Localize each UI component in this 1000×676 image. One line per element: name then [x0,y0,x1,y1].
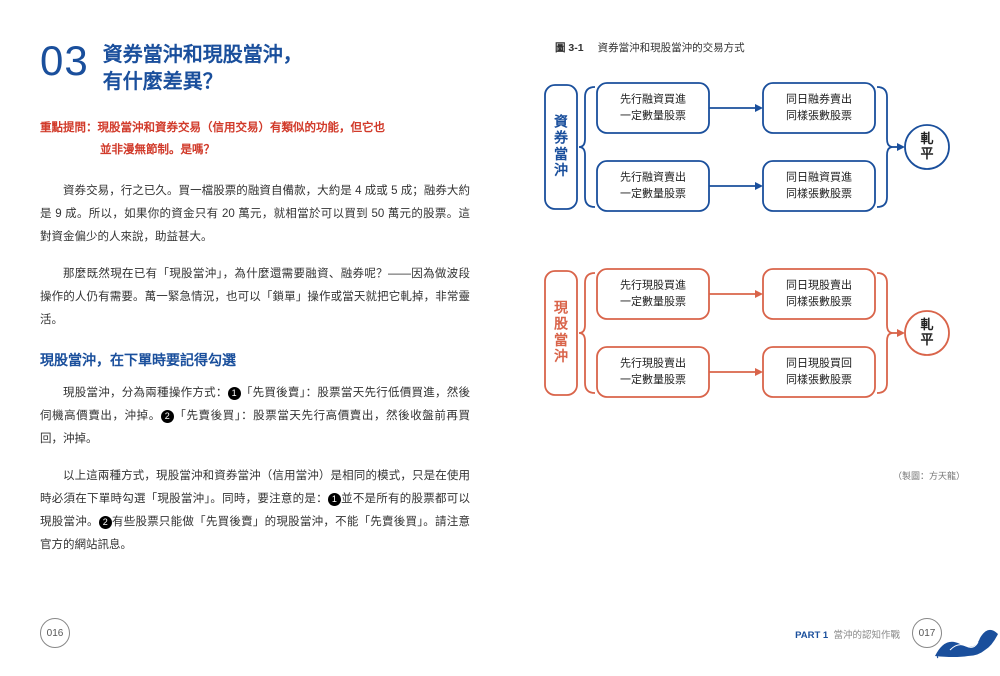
svg-text:一定數量股票: 一定數量股票 [620,186,686,200]
svg-text:當: 當 [554,146,568,162]
svg-text:沖: 沖 [554,348,568,364]
chapter-title: 資券當沖和現股當沖， 有什麼差異？ [103,40,303,96]
lead-question: 重點提問：現股當沖和資券交易（信用交易）有類似的功能，但它也 並非漫無節制。是嗎… [40,118,470,162]
figure-number: 圖 3-1 [555,42,584,54]
chapter-header: 03 資券當沖和現股當沖， 有什麼差異？ [40,40,470,96]
subheading: 現股當沖，在下單時要記得勾選 [40,350,470,370]
svg-text:軋: 軋 [920,317,933,332]
svg-text:一定數量股票: 一定數量股票 [620,108,686,122]
circled-1b: 1 [328,493,341,506]
svg-text:先行融資賣出: 先行融資賣出 [620,170,686,184]
svg-text:同日融資買進: 同日融資買進 [786,171,852,184]
chapter-number: 03 [40,40,89,82]
svg-text:一定數量股票: 一定數量股票 [620,294,686,308]
page-number-left: 016 [40,618,70,648]
svg-text:同樣張數股票: 同樣張數股票 [786,372,852,386]
page-number-value: 016 [47,628,64,639]
svg-text:券: 券 [554,130,569,146]
paragraph-1: 資券交易，行之已久。買一檔股票的融資自備款，大約是 4 成或 5 成；融券大約是… [40,180,470,249]
svg-text:同樣張數股票: 同樣張數股票 [786,108,852,122]
wave-decoration-icon [930,616,1000,666]
circled-1: 1 [228,387,241,400]
svg-text:平: 平 [920,146,933,161]
circled-2b: 2 [99,516,112,529]
figure-credit: （製圖：方天龍） [893,469,965,482]
p3a: 現股當沖，分為兩種操作方式： [63,387,228,399]
page-number-circle: 016 [40,618,70,648]
svg-text:先行現股賣出: 先行現股賣出 [620,356,686,370]
svg-text:資: 資 [554,114,568,130]
svg-text:軋: 軋 [920,131,933,146]
svg-text:當: 當 [554,332,568,348]
part-title: 當沖的認知作戰 [833,630,900,641]
svg-text:同日融券賣出: 同日融券賣出 [786,92,852,106]
svg-text:現: 現 [554,300,568,316]
svg-text:同日現股賣出: 同日現股賣出 [786,278,852,292]
lead-line-2: 並非漫無節制。是嗎？ [40,140,470,162]
part-number: PART 1 [795,630,828,641]
lead-line-1: 重點提問：現股當沖和資券交易（信用交易）有類似的功能，但它也 [40,122,385,134]
right-page: 圖 3-1 資券當沖和現股當沖的交易方式 先行融資買進一定數量股票 同日融券賣出同樣… [500,0,1000,676]
diagram-svg: 先行融資買進一定數量股票同日融券賣出同樣張數股票先行融資賣出一定數量股票同日融資… [525,65,965,455]
svg-text:先行融資買進: 先行融資買進 [620,93,686,106]
title-line-1: 資券當沖和現股當沖， [103,44,303,66]
figure-title-text: 資券當沖和現股當沖的交易方式 [598,42,745,54]
paragraph-2: 那麼既然現在已有「現股當沖」，為什麼還需要融資、融券呢？——因為做波段操作的人仍… [40,263,470,332]
svg-text:平: 平 [920,332,933,347]
page-spread: 03 資券當沖和現股當沖， 有什麼差異？ 重點提問：現股當沖和資券交易（信用交易… [0,0,1000,676]
title-line-2: 有什麼差異？ [103,71,223,93]
svg-text:一定數量股票: 一定數量股票 [620,372,686,386]
circled-2: 2 [161,410,174,423]
paragraph-3: 現股當沖，分為兩種操作方式：1「先買後賣」：股票當天先行低價買進，然後伺機高價賣… [40,382,470,451]
svg-text:股: 股 [554,316,569,332]
svg-text:先行現股買進: 先行現股買進 [620,279,686,292]
figure-caption: 圖 3-1 資券當沖和現股當沖的交易方式 [555,40,965,55]
svg-text:同樣張數股票: 同樣張數股票 [786,294,852,308]
part-label: PART 1 當沖的認知作戰 [795,627,900,641]
svg-text:同樣張數股票: 同樣張數股票 [786,186,852,200]
svg-text:沖: 沖 [554,162,568,178]
diagram: 先行融資買進一定數量股票同日融券賣出同樣張數股票先行融資賣出一定數量股票同日融資… [525,65,965,460]
paragraph-4: 以上這兩種方式，現股當沖和資券當沖（信用當沖）是相同的模式，只是在使用時必須在下… [40,465,470,557]
left-page: 03 資券當沖和現股當沖， 有什麼差異？ 重點提問：現股當沖和資券交易（信用交易… [0,0,500,676]
svg-text:同日現股買回: 同日現股買回 [786,357,852,370]
